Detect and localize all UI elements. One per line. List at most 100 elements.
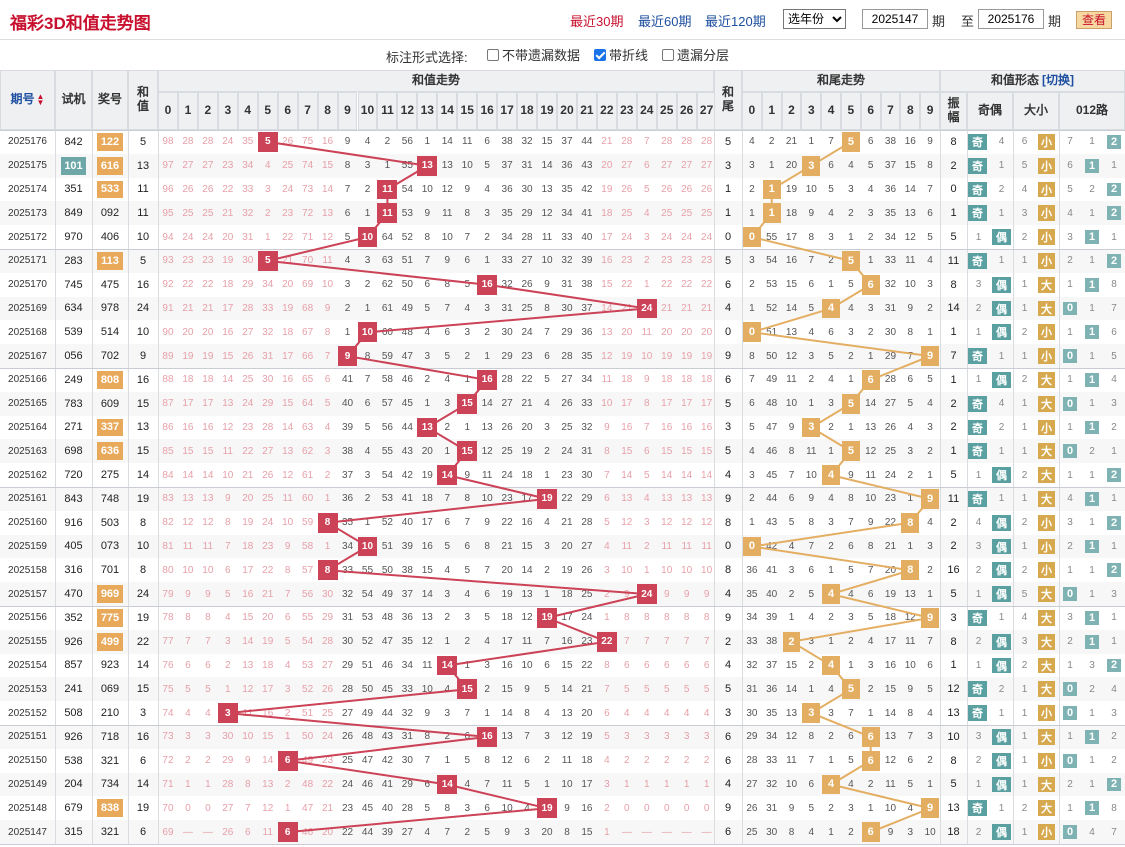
sum-miss-cell: 31 — [581, 445, 593, 457]
checkbox-polyline[interactable] — [594, 48, 606, 61]
tail-hit-marker: 6 — [861, 727, 880, 747]
sum-miss-cell: 14 — [202, 469, 214, 481]
sum-miss-cell: 26 — [501, 421, 513, 433]
sum-miss-cell: 9 — [284, 540, 291, 552]
sum-miss-cell: 23 — [322, 755, 334, 767]
sum-miss-cell: 14 — [521, 564, 533, 576]
sum-miss-cell: 16 — [701, 421, 713, 433]
sum-miss-cell: 6 — [464, 540, 470, 552]
header-sum-col: 11 — [377, 92, 398, 130]
year-select[interactable]: 选年份 — [783, 9, 846, 29]
sum-miss-cell: 14 — [481, 398, 493, 410]
sum-miss-cell: 3 — [604, 778, 610, 790]
sum-miss-cell: 45 — [361, 802, 374, 814]
sum-miss-cell: 7 — [424, 255, 431, 267]
link-recent-30[interactable]: 最近30期 — [570, 14, 624, 29]
size-small-tag: 小 — [1038, 157, 1055, 174]
sum-miss-cell: 7 — [643, 421, 650, 433]
sum-miss-cell: 3 — [284, 683, 291, 695]
sum-miss-cell: 2 — [364, 493, 371, 505]
sum-miss-cell: 21 — [601, 136, 613, 148]
to-issue-input[interactable] — [978, 9, 1044, 29]
sum-miss-cell: 3 — [663, 731, 670, 743]
from-issue-input[interactable] — [862, 9, 928, 29]
sum-miss-cell: 31 — [262, 350, 274, 362]
sum-miss-cell: 7 — [344, 183, 351, 195]
parity-even-tag: 偶 — [992, 514, 1011, 531]
sum-miss-cell: 3 — [484, 659, 490, 671]
route-hit-tag: 0 — [1063, 396, 1077, 411]
route-miss: 5 — [1111, 350, 1117, 362]
option-polyline[interactable]: 带折线 — [594, 45, 648, 64]
sum-miss-cell: 0 — [643, 802, 650, 814]
checkbox-layered[interactable] — [662, 48, 674, 61]
route-miss: 7 — [1111, 302, 1117, 314]
parity-even-tag: 偶 — [992, 229, 1011, 245]
sum-miss-cell: 1 — [544, 778, 550, 790]
sum-miss-cell: 13 — [681, 493, 693, 505]
sum-miss-cell: 8 — [205, 612, 211, 624]
sum-miss-cell: 4 — [643, 707, 650, 719]
parity-miss: 1 — [975, 326, 982, 338]
issue-number: 2025151 — [8, 731, 47, 743]
parity-miss: 4 — [998, 398, 1005, 410]
sum-value: 6 — [139, 754, 147, 767]
tail-miss-cell: 9 — [927, 136, 933, 148]
option-no-miss[interactable]: 不带遗漏数据 — [487, 45, 580, 64]
sum-miss-cell: 31 — [521, 160, 533, 172]
sum-miss-cell: 1 — [225, 683, 231, 695]
option-layered[interactable]: 遗漏分层 — [662, 45, 729, 64]
sum-miss-cell: 9 — [683, 588, 690, 600]
tail-miss-cell: 45 — [766, 469, 778, 481]
sum-miss-cell: 6 — [244, 826, 251, 838]
route-hit-tag: 0 — [1063, 587, 1077, 601]
sum-miss-cell: 44 — [401, 421, 413, 433]
sum-miss-cell: 36 — [341, 493, 354, 505]
tail-miss-cell: 5 — [907, 398, 914, 410]
sum-miss-cell: 6 — [225, 564, 231, 576]
link-recent-60[interactable]: 最近60期 — [638, 14, 692, 29]
sum-miss-cell: 14 — [601, 302, 613, 314]
sum-miss-cell: 24 — [701, 231, 713, 243]
link-recent-120[interactable]: 最近120期 — [705, 14, 766, 29]
sum-miss-cell: 10 — [621, 564, 633, 576]
sum-hit-marker: 6 — [277, 750, 298, 771]
header-tail-col: 6 — [860, 92, 881, 130]
checkbox-no-miss[interactable] — [487, 48, 499, 61]
tail-miss-cell: 54 — [766, 255, 778, 267]
sum-miss-cell: 30 — [401, 755, 413, 767]
tail-miss-cell: 2 — [867, 778, 874, 790]
sum-miss-cell: 38 — [401, 564, 413, 576]
sum-miss-cell: 15 — [282, 398, 294, 410]
to-suffix: 期 — [1048, 14, 1062, 29]
view-button[interactable]: 查看 — [1076, 11, 1112, 29]
sum-miss-cell: 11 — [322, 255, 333, 267]
sum-miss-cell: 27 — [322, 659, 334, 671]
sum-miss-cell: 2 — [464, 350, 470, 362]
tail-miss-cell: 31 — [884, 302, 897, 314]
sum-miss-cell: 75 — [302, 136, 314, 148]
sum-miss-cell: 18 — [242, 540, 254, 552]
sum-miss-cell: 56 — [401, 136, 413, 148]
tail-miss-cell: 37 — [766, 659, 778, 671]
switch-link[interactable]: [切换] — [1042, 73, 1074, 88]
sum-miss-cell: 4 — [464, 778, 470, 790]
sum-miss-cell: 26 — [701, 183, 713, 195]
sort-arrows-icon[interactable]: ▲ ▼ — [36, 92, 45, 107]
parity-odd-tag: 奇 — [968, 705, 987, 721]
tail-miss-cell: 4 — [808, 826, 815, 838]
tail-value: 6 — [724, 730, 732, 743]
test-number: 315 — [64, 826, 83, 839]
tail-value: 8 — [724, 516, 732, 529]
sum-miss-cell: 7 — [464, 517, 470, 529]
sum-miss-cell: 28 — [322, 636, 334, 648]
sum-miss-cell: 28 — [202, 136, 214, 148]
sum-miss-cell: 5 — [444, 540, 451, 552]
test-number: 249 — [64, 373, 83, 386]
sum-miss-cell: 6 — [205, 659, 211, 671]
sum-miss-cell: 8 — [344, 160, 351, 172]
sum-miss-cell: 8 — [324, 326, 331, 338]
sum-miss-cell: 19 — [681, 350, 693, 362]
header-issue[interactable]: 期号 ▲ ▼ — [0, 70, 55, 130]
sum-miss-cell: 41 — [581, 207, 593, 219]
